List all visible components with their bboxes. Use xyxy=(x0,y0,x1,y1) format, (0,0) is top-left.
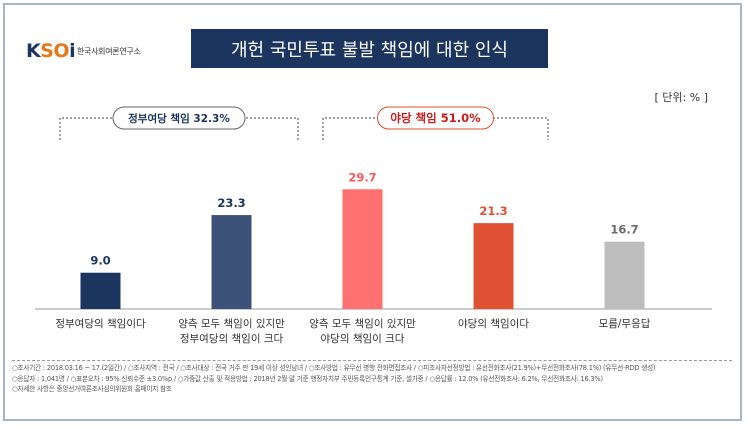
bar-2 xyxy=(211,215,252,309)
footnote-line-1: ○조사기간 : 2018.03.16 ~ 17.(2일간) / ○조사지역 : … xyxy=(12,364,656,372)
group-label-1: 정부여당 책임 32.3% xyxy=(128,112,230,125)
data-label-3: 29.7 xyxy=(348,170,376,184)
group-name-2: 야당 책임 xyxy=(390,111,440,125)
category-label-3-line-2: 야당의 책임이 크다 xyxy=(321,332,405,345)
group-value-1: 32.3% xyxy=(193,113,230,125)
bar-3 xyxy=(342,189,383,309)
chart-title: 개헌 국민투표 불발 책임에 대한 인식 xyxy=(191,29,548,68)
data-label-2: 23.3 xyxy=(217,196,245,210)
logo-mark: KSOi xyxy=(26,40,76,62)
group-bracket-2 xyxy=(322,117,549,140)
category-label-1-line-1: 정부여당의 책임이다 xyxy=(55,317,146,330)
category-label-5-line-1: 모름/무응답 xyxy=(599,318,651,330)
group-pill-2 xyxy=(377,106,494,130)
data-label-4: 21.3 xyxy=(479,204,507,218)
category-label-2-line-1: 양측 모두 책임이 있지만 xyxy=(178,317,285,330)
data-label-1: 9.0 xyxy=(90,254,110,268)
survey-footnote: ○조사기간 : 2018.03.16 ~ 17.(2일간) / ○조사지역 : … xyxy=(12,360,732,395)
group-pill-1 xyxy=(112,106,246,130)
bar-1 xyxy=(80,272,121,309)
bar-4 xyxy=(473,223,514,309)
category-label-2-line-2: 정부여당의 책임이 크다 xyxy=(180,332,284,345)
group-label-2: 야당 책임 51.0% xyxy=(390,111,481,125)
bar-5 xyxy=(604,241,645,309)
footnote-line-2: ○응답자 : 1,041명 / ○표본오차 : 95% 신뢰수준 ±3.0%p … xyxy=(12,374,603,383)
category-label-3-line-1: 양측 모두 책임이 있지만 xyxy=(309,317,416,330)
group-value-2: 51.0% xyxy=(441,111,481,125)
footnote-line-3: ○자세한 사항은 중앙선거여론조사심의위원회 홈페이지 참조 xyxy=(12,385,172,393)
category-label-4-line-1: 야당의 책임이다 xyxy=(458,317,529,330)
data-label-5: 16.7 xyxy=(610,223,638,237)
group-name-1: 정부여당 책임 xyxy=(128,112,193,125)
unit-label: [ 단위: % ] xyxy=(654,91,708,104)
logo-subtitle: 한국사회여론연구소 xyxy=(77,47,141,56)
